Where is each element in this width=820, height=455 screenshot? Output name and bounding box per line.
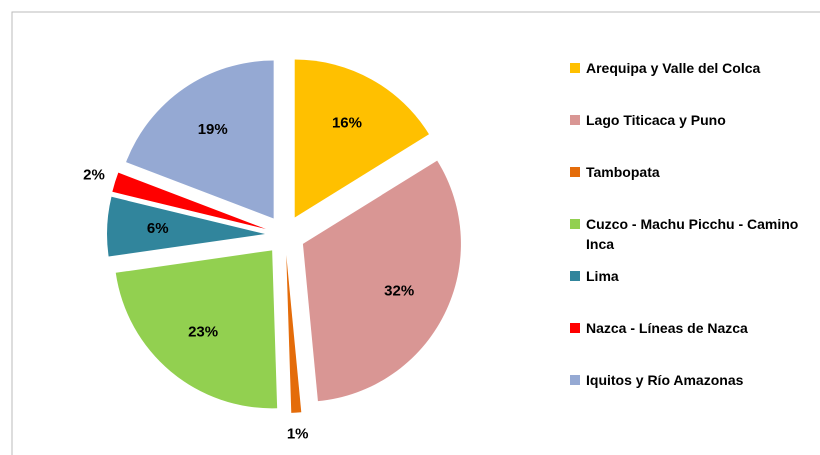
legend-item: Cuzco - Machu Picchu - Camino Inca	[570, 214, 816, 254]
legend-item: Lima	[570, 266, 816, 286]
legend-swatch	[570, 63, 580, 73]
data-label: 2%	[83, 167, 105, 184]
legend-label: Lima	[586, 268, 619, 284]
pie-slice	[126, 60, 274, 219]
pie-slice	[294, 59, 429, 218]
legend-label: Lago Titicaca y Puno	[586, 112, 726, 128]
data-label: 23%	[188, 324, 218, 341]
legend-swatch	[570, 271, 580, 281]
data-label: 19%	[198, 121, 228, 138]
pie-slice	[112, 172, 266, 230]
pie-slice	[302, 160, 461, 402]
legend-label: Nazca - Líneas de Nazca	[586, 320, 748, 336]
pie-slice	[107, 196, 266, 257]
legend-item: Iquitos y Río Amazonas	[570, 370, 816, 390]
legend-label: Arequipa y Valle del Colca	[586, 60, 761, 76]
data-label: 6%	[147, 220, 169, 237]
pie-slice	[286, 254, 302, 413]
legend-item: Lago Titicaca y Puno	[570, 110, 816, 130]
legend-item: Nazca - Líneas de Nazca	[570, 318, 816, 338]
legend-item: Arequipa y Valle del Colca	[570, 58, 816, 78]
legend-swatch	[570, 375, 580, 385]
legend-swatch	[570, 167, 580, 177]
legend-swatch	[570, 323, 580, 333]
legend-swatch	[570, 115, 580, 125]
data-label: 32%	[384, 283, 414, 300]
legend-item: Tambopata	[570, 162, 816, 182]
chart-frame	[11, 11, 820, 455]
legend-label: Tambopata	[586, 164, 660, 180]
legend-label: Cuzco - Machu Picchu - Camino Inca	[586, 216, 799, 252]
pie-slice	[115, 250, 278, 409]
legend-label: Iquitos y Río Amazonas	[586, 372, 744, 388]
data-label: 1%	[287, 426, 309, 443]
data-label: 16%	[332, 115, 362, 132]
legend-swatch	[570, 219, 580, 229]
